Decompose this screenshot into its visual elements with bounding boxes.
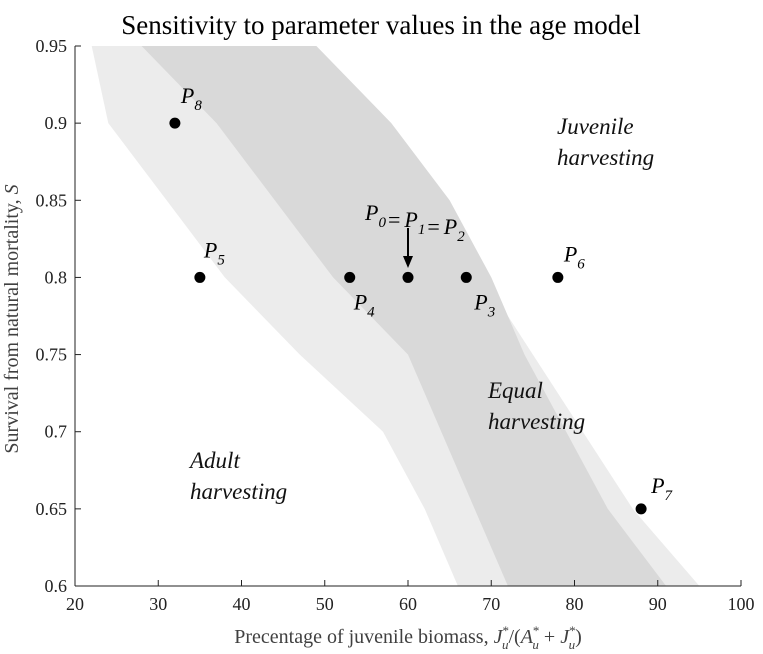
x-label-part: )	[575, 626, 582, 648]
point-label-p4: P4	[353, 289, 375, 320]
p-letter: P	[443, 214, 457, 239]
x-label-part: u	[569, 637, 576, 652]
p-subscript: 3	[487, 304, 496, 320]
x-tick-label: 90	[649, 594, 667, 614]
data-point-p5	[194, 271, 206, 283]
x-label-part: J	[560, 626, 570, 648]
equal-harvesting-label-line: Equal	[487, 378, 543, 403]
y-tick-label: 0.9	[45, 113, 68, 133]
y-label-part: S	[1, 184, 23, 194]
y-label-part: Survival from natural mortality,	[1, 194, 23, 453]
p-letter: P	[403, 207, 417, 232]
data-point-p3	[460, 271, 472, 283]
x-tick-label: 80	[566, 594, 584, 614]
data-point-p6	[552, 271, 564, 283]
x-tick-label: 70	[482, 594, 500, 614]
equal-harvesting-label: Equal harvesting	[487, 378, 585, 434]
x-label-part: A	[519, 626, 534, 648]
adult-harvesting-label-line: harvesting	[190, 479, 287, 504]
y-tick-label: 0.75	[36, 345, 68, 365]
axis-ticks: 20 30 40 50 60 70 80 90 1000.60.650.70.750.80.85…	[36, 36, 755, 614]
harvesting-bands	[91, 46, 700, 586]
x-tick-label: 100	[728, 594, 755, 614]
y-tick-label: 0.7	[45, 422, 68, 442]
x-label-part: *	[533, 623, 540, 638]
p-subscript: 7	[665, 488, 674, 504]
point-label-p6: P6	[563, 241, 585, 272]
p-subscript: 8	[194, 98, 202, 114]
chart-title: Sensitivity to parameter values in the a…	[121, 10, 641, 40]
p-letter: P	[180, 83, 194, 108]
x-axis-label: Precentage of juvenile biomass, J* u/(A* u…	[234, 623, 582, 652]
juvenile-harvesting-label-line: Juvenile	[557, 114, 634, 139]
x-label-part: Precentage of juvenile biomass,	[234, 626, 493, 648]
y-tick-label: 0.8	[45, 267, 68, 287]
juvenile-harvesting-label-line: harvesting	[557, 145, 654, 170]
y-tick-label: 0.85	[36, 190, 68, 210]
x-label-part: u	[502, 637, 509, 652]
p-letter: P	[364, 200, 378, 225]
point-label-p8: P8	[180, 83, 202, 114]
p-letter: P	[353, 289, 367, 314]
point-label-p5: P5	[203, 237, 225, 268]
x-tick-label: 30	[149, 594, 167, 614]
data-point-p8	[169, 117, 181, 129]
p-subscript: 5	[217, 252, 225, 268]
juvenile-harvesting-label: Juvenile harvesting	[557, 114, 654, 170]
band-inner	[141, 46, 667, 586]
point-label-p7: P7	[650, 473, 673, 504]
p-subscript: 2	[457, 229, 465, 245]
p-subscript: 0	[378, 215, 386, 231]
p-letter: P	[650, 473, 664, 498]
p-letter: P	[203, 237, 217, 262]
x-label-part: +	[539, 626, 560, 648]
y-axis-label: Survival from natural mortality, S	[1, 184, 23, 453]
data-point-p0	[402, 271, 414, 283]
x-label-part: u	[532, 637, 539, 652]
x-tick-label: 20	[66, 594, 84, 614]
x-tick-label: 40	[233, 594, 251, 614]
region-labels: Juvenile harvesting Equal harvesting Adult ha…	[188, 114, 654, 504]
y-tick-label: 0.65	[36, 499, 68, 519]
x-tick-label: 60	[399, 594, 417, 614]
adult-harvesting-label-line: Adult	[188, 448, 240, 473]
p-letter: P	[473, 289, 487, 314]
equal-harvesting-label-line: harvesting	[488, 409, 585, 434]
p0-p1-p2-label: P0= P1= P2	[364, 200, 465, 245]
y-tick-label: 0.6	[45, 576, 68, 596]
p-subscript: 6	[577, 256, 585, 272]
arrow-head	[403, 256, 413, 268]
point-label-p3: P3	[473, 289, 495, 320]
data-point-p7	[635, 503, 647, 515]
equals-sign: =	[427, 214, 439, 239]
p-subscript: 1	[418, 222, 426, 238]
data-point-p4	[344, 271, 356, 283]
x-label-part: /(	[508, 626, 521, 648]
p-letter: P	[563, 241, 577, 266]
x-label-part: *	[502, 623, 509, 638]
p0-arrow: P0= P1= P2	[364, 200, 465, 268]
y-tick-label: 0.95	[36, 36, 68, 56]
p-subscript: 4	[367, 304, 375, 320]
x-tick-label: 50	[316, 594, 334, 614]
equals-sign: =	[388, 207, 400, 232]
adult-harvesting-label: Adult harvesting	[188, 448, 287, 504]
x-label-part: J	[494, 626, 504, 648]
x-label-part: *	[569, 623, 576, 638]
